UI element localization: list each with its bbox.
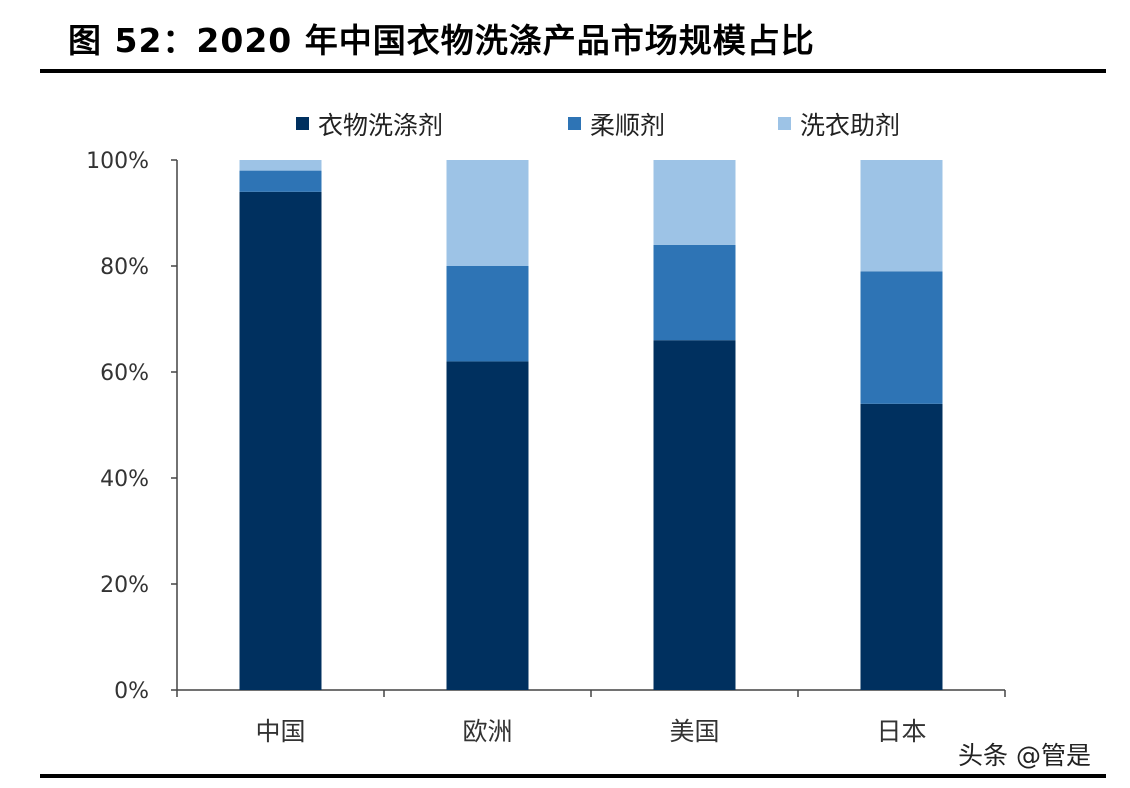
x-tick-label: 美国 (669, 717, 719, 746)
bar-segment-衣物洗涤剂 (860, 403, 943, 690)
legend-label: 柔顺剂 (590, 111, 665, 140)
x-tick-label: 日本 (876, 717, 926, 746)
y-tick-label: 100% (86, 149, 149, 174)
watermark: 头条 @管是 (958, 741, 1091, 770)
figure-title: 图 52：2020 年中国衣物洗涤产品市场规模占比 (68, 21, 815, 60)
x-tick-label: 中国 (255, 717, 305, 746)
bar-segment-洗衣助剂 (239, 160, 322, 171)
bar-segment-衣物洗涤剂 (239, 191, 322, 691)
legend-swatch (568, 117, 581, 130)
legend-swatch (778, 117, 791, 130)
x-tick-label: 欧洲 (462, 717, 512, 746)
y-tick-label: 80% (100, 255, 149, 280)
legend-swatch (296, 117, 309, 130)
bar-segment-柔顺剂 (446, 266, 529, 362)
y-tick-label: 20% (100, 573, 149, 598)
legend-label: 洗衣助剂 (800, 111, 900, 140)
y-tick-label: 40% (100, 467, 149, 492)
bar-segment-洗衣助剂 (446, 160, 529, 266)
bar-segment-柔顺剂 (653, 244, 736, 341)
bar-segment-洗衣助剂 (860, 160, 943, 272)
top-rule (40, 69, 1106, 73)
bar-segment-衣物洗涤剂 (653, 340, 736, 690)
bar-segment-柔顺剂 (860, 271, 943, 404)
bar-segment-洗衣助剂 (653, 160, 736, 245)
bottom-rule (40, 774, 1106, 778)
bar-segment-柔顺剂 (239, 170, 322, 192)
y-tick-label: 0% (114, 679, 149, 704)
legend-label: 衣物洗涤剂 (318, 111, 443, 140)
y-tick-label: 60% (100, 361, 149, 386)
bar-segment-衣物洗涤剂 (446, 361, 529, 690)
